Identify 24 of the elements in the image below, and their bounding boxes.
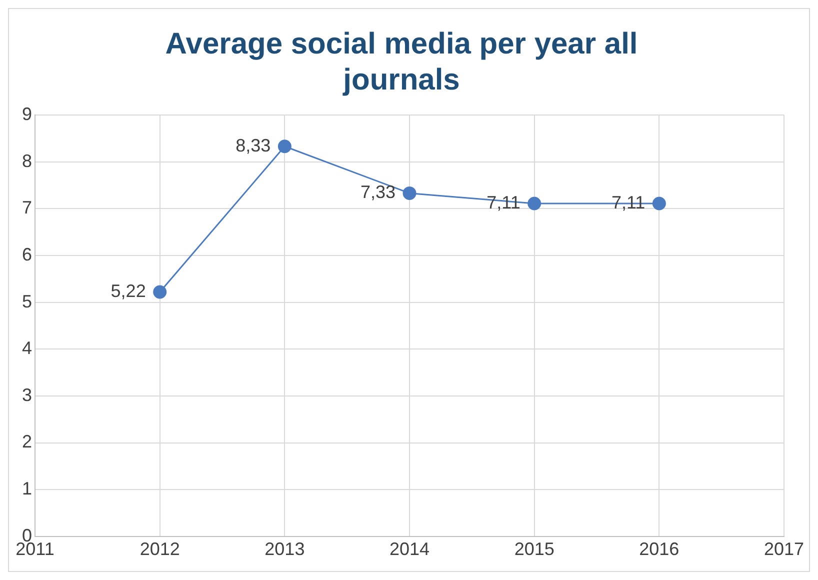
data-label: 5,22 bbox=[110, 280, 146, 301]
y-tick-label: 4 bbox=[22, 338, 32, 358]
x-tick-label: 2014 bbox=[389, 539, 430, 560]
x-tick-label: 2015 bbox=[514, 539, 554, 560]
chart-title: Average social media per year all journals bbox=[165, 27, 638, 96]
y-tick-label: 3 bbox=[22, 384, 32, 405]
point bbox=[528, 196, 542, 210]
y-tick-label: 9 bbox=[22, 104, 32, 124]
point bbox=[652, 196, 666, 210]
y-tick-label: 8 bbox=[22, 150, 32, 171]
data-label: 8,33 bbox=[236, 135, 271, 156]
data-label: 7,33 bbox=[360, 182, 396, 202]
x-tick-label: 2013 bbox=[264, 539, 305, 560]
y-tick-label: 1 bbox=[22, 478, 32, 499]
x-tick-label: 2012 bbox=[140, 539, 180, 560]
point bbox=[153, 285, 167, 299]
y-tick-label: 2 bbox=[22, 432, 32, 452]
x-tick-label: 2016 bbox=[639, 539, 680, 560]
y-tick-label: 5 bbox=[22, 291, 32, 312]
y-tick-label: 7 bbox=[22, 198, 32, 218]
point bbox=[402, 186, 416, 200]
point bbox=[278, 140, 292, 154]
x-tick-label: 2017 bbox=[764, 539, 804, 560]
y-tick-label: 6 bbox=[22, 244, 32, 264]
